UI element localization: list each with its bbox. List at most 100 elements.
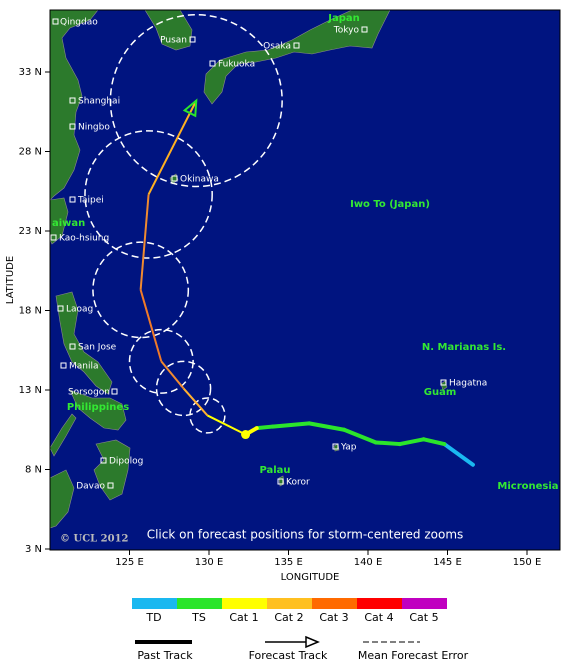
japan: [203, 10, 391, 105]
region-label: Iwo To (Japan): [350, 199, 430, 210]
legend-swatch: [132, 598, 177, 609]
past-track-segment: [397, 437, 426, 447]
legend-label: Mean Forecast Error: [358, 649, 469, 662]
map-frame: [49, 9, 561, 551]
past-track-segment: [442, 442, 475, 467]
city-label: Pusan: [160, 36, 187, 46]
copyright: © UCL 2012: [60, 534, 129, 545]
city-marker: [69, 123, 76, 130]
past-track-segment: [342, 427, 378, 445]
current-position: [241, 430, 251, 440]
city-marker: [111, 388, 118, 395]
region-label: Japan: [327, 13, 360, 24]
forecast-error-circle[interactable]: [92, 241, 190, 339]
legend-category: Cat 1: [229, 611, 258, 624]
forecast-error-circle[interactable]: [84, 130, 213, 259]
past-track-segment: [421, 437, 447, 447]
y-tick-label: 8 N: [25, 465, 42, 476]
forecast-error-circle[interactable]: [155, 360, 212, 417]
y-tick-label: 13 N: [19, 385, 42, 396]
ocean: [50, 10, 560, 550]
legend-swatch: [312, 598, 357, 609]
x-tick-label: 125 E: [115, 557, 144, 568]
visayas: [69, 389, 127, 431]
forecast-error-circle[interactable]: [109, 14, 283, 188]
city-marker: [50, 234, 57, 241]
city-label: Taipei: [77, 196, 104, 206]
forecast-segment: [182, 387, 209, 417]
legend-category: TS: [191, 611, 206, 624]
legend-swatch: [177, 598, 222, 609]
city-marker: [277, 478, 284, 485]
y-tick-label: 18 N: [19, 306, 42, 317]
city-marker: [189, 36, 196, 43]
city-marker: [361, 26, 368, 33]
city-marker: [69, 196, 76, 203]
city-label: Tokyo: [333, 26, 360, 36]
china: [50, 10, 99, 201]
past-track-segment: [270, 421, 312, 429]
city-marker: [69, 343, 76, 350]
x-tick-label: 140 E: [354, 557, 383, 568]
legend-category: Cat 2: [274, 611, 303, 624]
legend-swatch: [222, 598, 267, 609]
city-label: Sorsogon: [68, 388, 110, 398]
luzon: [55, 291, 113, 395]
city-label: Osaka: [263, 42, 291, 52]
legend-label: Past Track: [137, 649, 193, 662]
city-label: Okinawa: [180, 175, 219, 185]
legend-swatch: [267, 598, 312, 609]
legend-category: TD: [145, 611, 161, 624]
x-tick-label: 150 E: [513, 557, 542, 568]
forecast-error-circle[interactable]: [128, 328, 194, 394]
city-label: Fukuoka: [218, 60, 255, 70]
past-track-segment: [307, 421, 347, 432]
legend-label: Forecast Track: [249, 649, 328, 662]
city-label: Dipolog: [109, 457, 143, 467]
city-marker: [293, 42, 300, 49]
past-track-segment: [373, 440, 402, 447]
city-label: Koror: [286, 478, 310, 488]
legend-forecast-arrow: [305, 635, 320, 649]
legend-category: Cat 3: [319, 611, 348, 624]
city-label: Shanghai: [78, 97, 120, 107]
palawan: [50, 413, 77, 457]
region-label: Palau: [259, 465, 290, 476]
legend-category: Cat 4: [364, 611, 393, 624]
land: [50, 10, 448, 529]
city-label: Yap: [340, 443, 357, 453]
region-label: Guam: [424, 387, 457, 398]
x-tick-label: 135 E: [274, 557, 303, 568]
city-marker: [440, 379, 447, 386]
y-tick-label: 23 N: [19, 226, 42, 237]
y-tick-label: 28 N: [19, 147, 42, 158]
regions: Japan Iwo To (Japan) aiwan N. Marianas I…: [52, 13, 559, 492]
forecast-segment: [147, 100, 198, 195]
storm-track: [84, 14, 475, 467]
city-label: Qingdao: [60, 18, 98, 28]
city-label: Laoag: [66, 305, 93, 315]
forecast-segment: [160, 360, 185, 390]
y-tick-label: 33 N: [19, 67, 42, 78]
city-marker: [57, 305, 64, 312]
city-marker: [209, 60, 216, 67]
korea: [144, 10, 193, 51]
city-label: Davao: [76, 482, 105, 492]
legend-category: Cat 5: [409, 611, 438, 624]
forecast-segment: [206, 414, 247, 436]
taiwan: [50, 197, 69, 245]
legend-swatch: [402, 598, 447, 609]
city-label: Kao-hsiung: [59, 234, 109, 244]
notice: Click on forecast positions for storm-ce…: [147, 528, 464, 542]
city-marker: [107, 482, 114, 489]
legend: Past Track Forecast Track Mean Forecast …: [132, 598, 469, 662]
forecast-arrow: [182, 98, 198, 118]
x-tick-label: 145 E: [433, 557, 462, 568]
city-marker: [332, 443, 339, 450]
cities: Qingdao Pusan Tokyo Osaka Fukuoka Shangh…: [50, 18, 487, 492]
forecast-segment: [139, 194, 150, 290]
city-label: Ningbo: [78, 123, 110, 133]
region-label: Micronesia: [497, 481, 558, 492]
forecast-error-circle[interactable]: [189, 397, 226, 434]
